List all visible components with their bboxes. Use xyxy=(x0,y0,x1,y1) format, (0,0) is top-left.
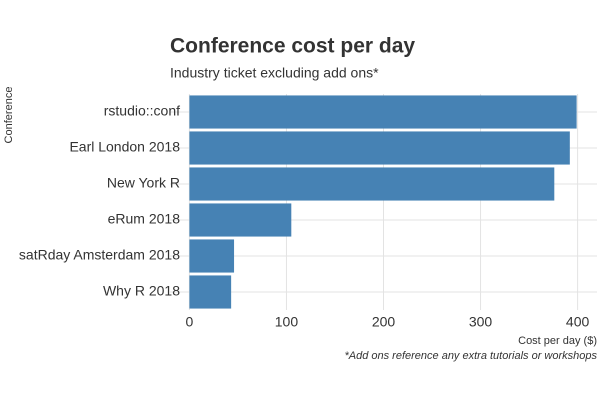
x-tick-label: 200 xyxy=(372,314,396,330)
x-tick-label: 100 xyxy=(275,314,299,330)
chart-subtitle: Industry ticket excluding add ons* xyxy=(170,65,379,81)
x-axis-title: Cost per day ($) xyxy=(518,335,597,347)
bar xyxy=(189,275,232,309)
y-tick-label: satRday Amsterdam 2018 xyxy=(19,247,180,263)
bar xyxy=(189,95,577,129)
bar xyxy=(189,131,570,165)
x-tick-label: 0 xyxy=(186,314,194,330)
y-tick-label: Earl London 2018 xyxy=(69,139,180,155)
y-tick-label: Why R 2018 xyxy=(103,283,180,299)
chart-title: Conference cost per day xyxy=(170,35,415,58)
caption: *Add ons reference any extra tutorials o… xyxy=(344,350,597,362)
y-tick-label: New York R xyxy=(107,175,180,191)
x-tick-label: 400 xyxy=(566,314,590,330)
bar xyxy=(189,167,555,201)
bar xyxy=(189,239,235,273)
y-axis-title: Conference xyxy=(3,87,15,144)
x-tick-label: 300 xyxy=(469,314,493,330)
y-tick-label: rstudio::conf xyxy=(104,103,180,119)
bar xyxy=(189,203,292,237)
y-tick-label: eRum 2018 xyxy=(108,211,181,227)
